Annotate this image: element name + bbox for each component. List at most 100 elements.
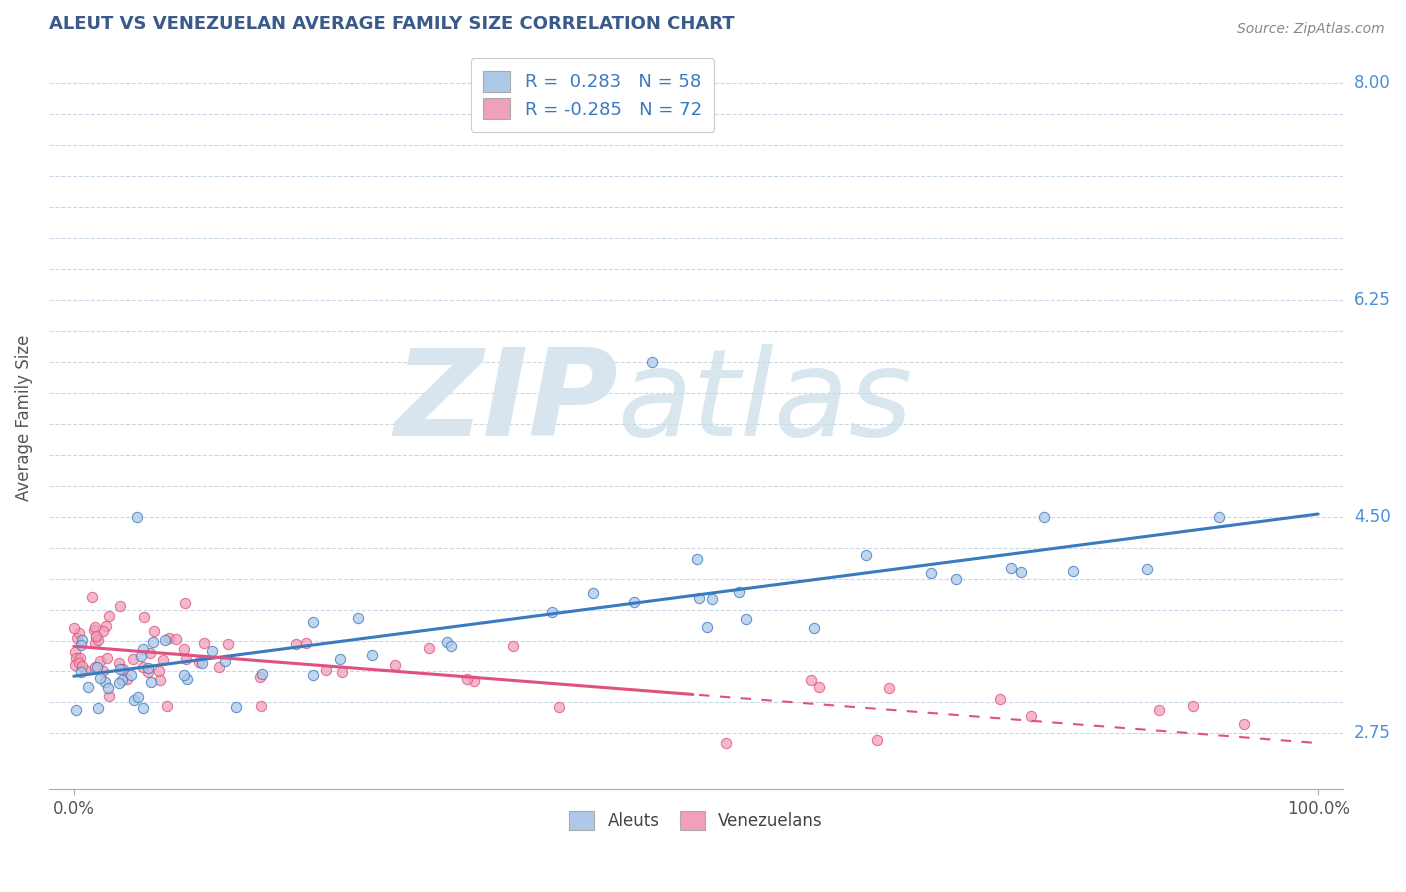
Point	[142, 635, 165, 649]
Point	[139, 674, 162, 689]
Point	[108, 656, 131, 670]
Point	[96, 651, 118, 665]
Point	[139, 646, 162, 660]
Text: ZIP: ZIP	[395, 344, 619, 461]
Point	[700, 592, 723, 607]
Point	[436, 635, 458, 649]
Point	[63, 657, 86, 672]
Point	[84, 629, 107, 643]
Point	[800, 673, 823, 687]
Point	[97, 681, 120, 696]
Point	[82, 590, 104, 604]
Point	[295, 635, 318, 649]
Point	[714, 736, 737, 750]
Point	[315, 663, 337, 677]
Point	[122, 652, 145, 666]
Point	[120, 667, 142, 681]
Point	[686, 552, 709, 566]
Point	[165, 632, 187, 646]
Point	[83, 620, 105, 634]
Point	[456, 672, 478, 686]
Point	[94, 619, 117, 633]
Point	[735, 611, 758, 625]
Point	[110, 662, 132, 676]
Point	[67, 626, 90, 640]
Point	[208, 660, 231, 674]
Point	[110, 673, 132, 688]
Point	[696, 620, 718, 634]
Point	[153, 632, 176, 647]
Point	[728, 585, 751, 599]
Point	[329, 651, 352, 665]
Y-axis label: Average Family Size: Average Family Size	[15, 334, 32, 500]
Text: 8.00: 8.00	[1354, 74, 1391, 92]
Point	[866, 732, 889, 747]
Point	[149, 673, 172, 687]
Point	[69, 650, 91, 665]
Point	[463, 673, 485, 688]
Point	[803, 621, 825, 635]
Point	[63, 645, 86, 659]
Point	[173, 641, 195, 656]
Point	[70, 665, 93, 679]
Point	[132, 700, 155, 714]
Point	[108, 599, 131, 613]
Point	[1021, 709, 1043, 723]
Text: 2.75: 2.75	[1354, 724, 1391, 742]
Point	[70, 658, 93, 673]
Point	[83, 660, 105, 674]
Point	[688, 591, 710, 606]
Point	[302, 668, 325, 682]
Point	[91, 665, 114, 679]
Point	[581, 586, 603, 600]
Point	[945, 572, 967, 586]
Point	[65, 650, 87, 665]
Point	[89, 654, 111, 668]
Point	[84, 630, 107, 644]
Point	[1136, 562, 1159, 576]
Point	[191, 656, 214, 670]
Point	[250, 667, 273, 681]
Point	[1033, 509, 1056, 524]
Point	[84, 636, 107, 650]
Text: 6.25: 6.25	[1354, 291, 1391, 309]
Point	[249, 670, 271, 684]
Point	[69, 638, 91, 652]
Point	[87, 700, 110, 714]
Point	[808, 681, 831, 695]
Point	[623, 595, 645, 609]
Text: atlas: atlas	[619, 344, 914, 461]
Point	[188, 655, 211, 669]
Point	[1010, 565, 1032, 579]
Point	[502, 639, 524, 653]
Point	[250, 699, 273, 714]
Point	[1062, 564, 1084, 578]
Point	[1182, 699, 1205, 714]
Point	[1000, 561, 1022, 575]
Point	[83, 624, 105, 638]
Point	[285, 637, 308, 651]
Point	[214, 654, 236, 668]
Point	[332, 665, 354, 680]
Point	[65, 703, 87, 717]
Point	[91, 624, 114, 638]
Point	[440, 640, 463, 654]
Point	[129, 648, 152, 663]
Point	[77, 680, 100, 694]
Point	[159, 632, 181, 646]
Point	[89, 671, 111, 685]
Point	[855, 548, 877, 562]
Point	[86, 659, 108, 673]
Legend: Aleuts, Venezuelans: Aleuts, Venezuelans	[562, 804, 830, 837]
Point	[174, 652, 197, 666]
Point	[301, 615, 323, 629]
Point	[67, 656, 90, 670]
Point	[97, 690, 120, 704]
Point	[1208, 509, 1230, 524]
Point	[111, 662, 134, 676]
Point	[127, 690, 149, 704]
Point	[1233, 717, 1256, 731]
Point	[94, 675, 117, 690]
Point	[152, 653, 174, 667]
Point	[418, 640, 440, 655]
